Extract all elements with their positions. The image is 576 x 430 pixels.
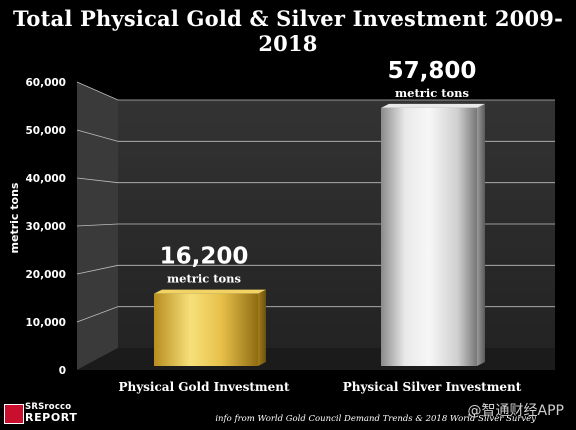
y-axis-ticks: 0 10,000 20,000 30,000 40,000 50,000 60,000 xyxy=(25,77,66,377)
gridline xyxy=(76,81,555,101)
logo-text-bottom: REPORT xyxy=(25,411,78,424)
bars: 16,200 metric tons Physical Gold Investmen… xyxy=(118,58,521,394)
unit-label-silver: metric tons xyxy=(395,86,469,100)
source-note: info from World Gold Council Demand Tren… xyxy=(215,414,536,424)
y-tick-label: 10,000 xyxy=(25,317,66,329)
chart-title: Total Physical Gold & Silver Investment … xyxy=(12,6,563,56)
srsrocco-logo: SRSrocco REPORT xyxy=(4,401,94,425)
bar-top-silver xyxy=(381,103,485,108)
y-tick-label: 30,000 xyxy=(25,221,66,233)
y-tick-label: 20,000 xyxy=(25,269,66,281)
value-label-gold: 16,200 xyxy=(160,244,249,270)
bar-side-silver xyxy=(477,103,485,367)
y-axis-label: metric tons xyxy=(8,182,21,253)
bar-top-gold xyxy=(154,289,266,294)
y-tick-label: 0 xyxy=(59,365,66,377)
plot-side-wall xyxy=(77,82,118,370)
value-label-silver: 57,800 xyxy=(388,58,477,84)
logo-badge-icon xyxy=(4,404,24,424)
y-tick-label: 40,000 xyxy=(25,173,66,185)
bar-silver xyxy=(381,107,477,367)
category-label-silver: Physical Silver Investment xyxy=(343,380,522,394)
watermark: @智通财经APP xyxy=(467,403,564,419)
unit-label-gold: metric tons xyxy=(167,272,241,286)
bar-gold xyxy=(154,293,258,366)
logo-text-top: SRSrocco xyxy=(25,402,72,412)
bar-side-gold xyxy=(258,289,266,366)
y-tick-label: 60,000 xyxy=(25,77,66,89)
y-tick-label: 50,000 xyxy=(25,125,66,137)
category-label-gold: Physical Gold Investment xyxy=(118,380,290,394)
